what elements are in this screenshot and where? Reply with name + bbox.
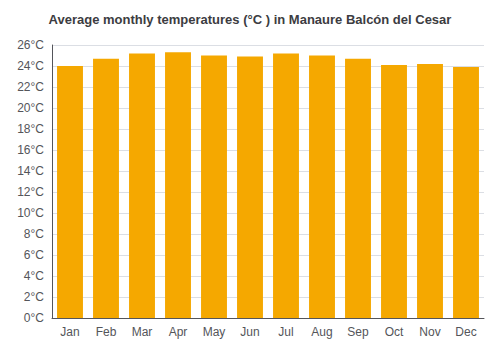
svg-text:Jun: Jun: [240, 325, 259, 339]
svg-text:Sep: Sep: [347, 325, 369, 339]
svg-text:10°C: 10°C: [17, 206, 44, 220]
svg-text:20°C: 20°C: [17, 101, 44, 115]
svg-text:26°C: 26°C: [17, 38, 44, 52]
svg-text:May: May: [203, 325, 226, 339]
svg-text:16°C: 16°C: [17, 143, 44, 157]
svg-text:Jul: Jul: [278, 325, 293, 339]
svg-text:2°C: 2°C: [24, 290, 44, 304]
svg-text:Oct: Oct: [385, 325, 404, 339]
svg-text:Aug: Aug: [311, 325, 332, 339]
svg-text:Nov: Nov: [419, 325, 440, 339]
svg-text:24°C: 24°C: [17, 59, 44, 73]
svg-text:0°C: 0°C: [24, 311, 44, 325]
svg-text:Mar: Mar: [132, 325, 153, 339]
svg-text:6°C: 6°C: [24, 248, 44, 262]
svg-text:Average monthly temperatures (: Average monthly temperatures (°C ) in Ma…: [49, 12, 452, 27]
svg-text:12°C: 12°C: [17, 185, 44, 199]
svg-text:22°C: 22°C: [17, 80, 44, 94]
svg-text:Dec: Dec: [455, 325, 476, 339]
svg-text:Apr: Apr: [169, 325, 188, 339]
svg-text:14°C: 14°C: [17, 164, 44, 178]
svg-text:Jan: Jan: [60, 325, 79, 339]
svg-text:4°C: 4°C: [24, 269, 44, 283]
svg-text:18°C: 18°C: [17, 122, 44, 136]
svg-text:Feb: Feb: [96, 325, 117, 339]
svg-text:8°C: 8°C: [24, 227, 44, 241]
